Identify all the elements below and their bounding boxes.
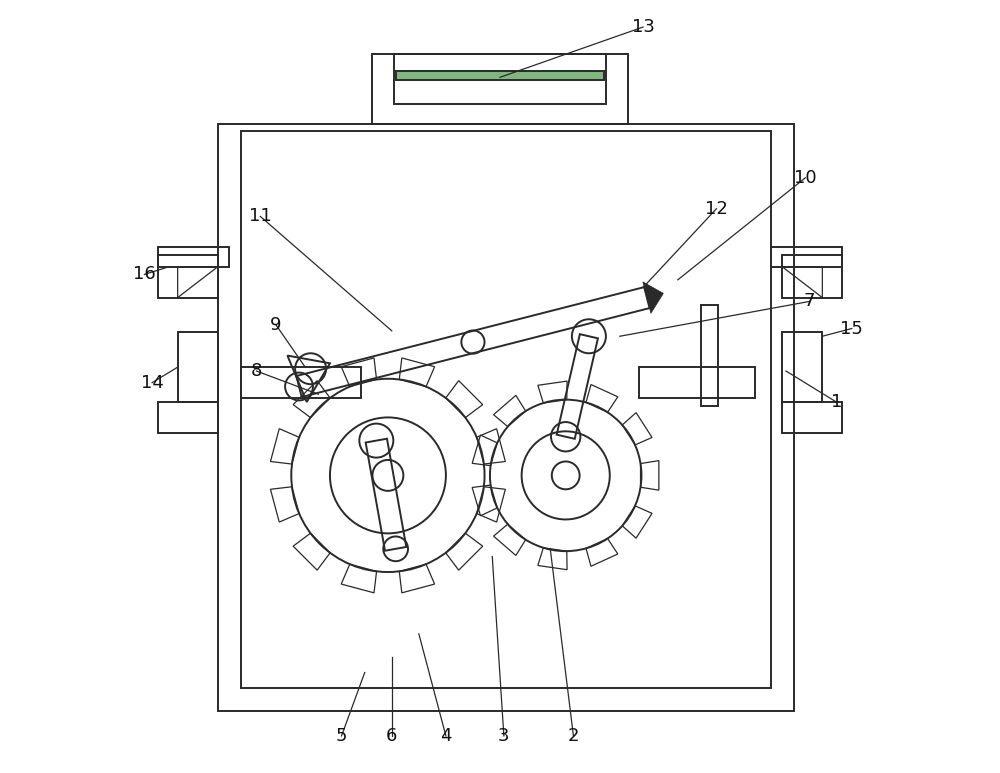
Bar — [701, 305, 718, 406]
Bar — [782, 332, 822, 402]
Text: 12: 12 — [705, 199, 728, 218]
Bar — [158, 402, 218, 433]
Text: 3: 3 — [498, 727, 510, 745]
Bar — [218, 124, 794, 711]
Bar — [782, 402, 842, 433]
Text: 6: 6 — [386, 727, 397, 745]
Text: 14: 14 — [141, 373, 164, 392]
Text: 10: 10 — [794, 169, 817, 187]
Bar — [158, 247, 229, 267]
Text: 11: 11 — [249, 207, 272, 226]
Bar — [782, 255, 842, 298]
Bar — [241, 131, 771, 688]
Bar — [639, 367, 755, 398]
Text: 8: 8 — [251, 362, 262, 380]
Text: 1: 1 — [831, 393, 842, 411]
Bar — [771, 247, 842, 267]
Bar — [178, 332, 218, 402]
Bar — [372, 54, 628, 124]
Text: 2: 2 — [568, 727, 579, 745]
Bar — [241, 367, 361, 398]
Text: 15: 15 — [840, 319, 863, 338]
Text: 16: 16 — [133, 265, 156, 284]
Bar — [158, 255, 218, 298]
Bar — [394, 54, 606, 104]
Bar — [396, 71, 604, 80]
Polygon shape — [643, 282, 663, 313]
Text: 4: 4 — [440, 727, 452, 745]
Text: 13: 13 — [632, 18, 654, 36]
Text: 9: 9 — [270, 315, 282, 334]
Text: 7: 7 — [803, 292, 815, 311]
Text: 5: 5 — [336, 727, 347, 745]
